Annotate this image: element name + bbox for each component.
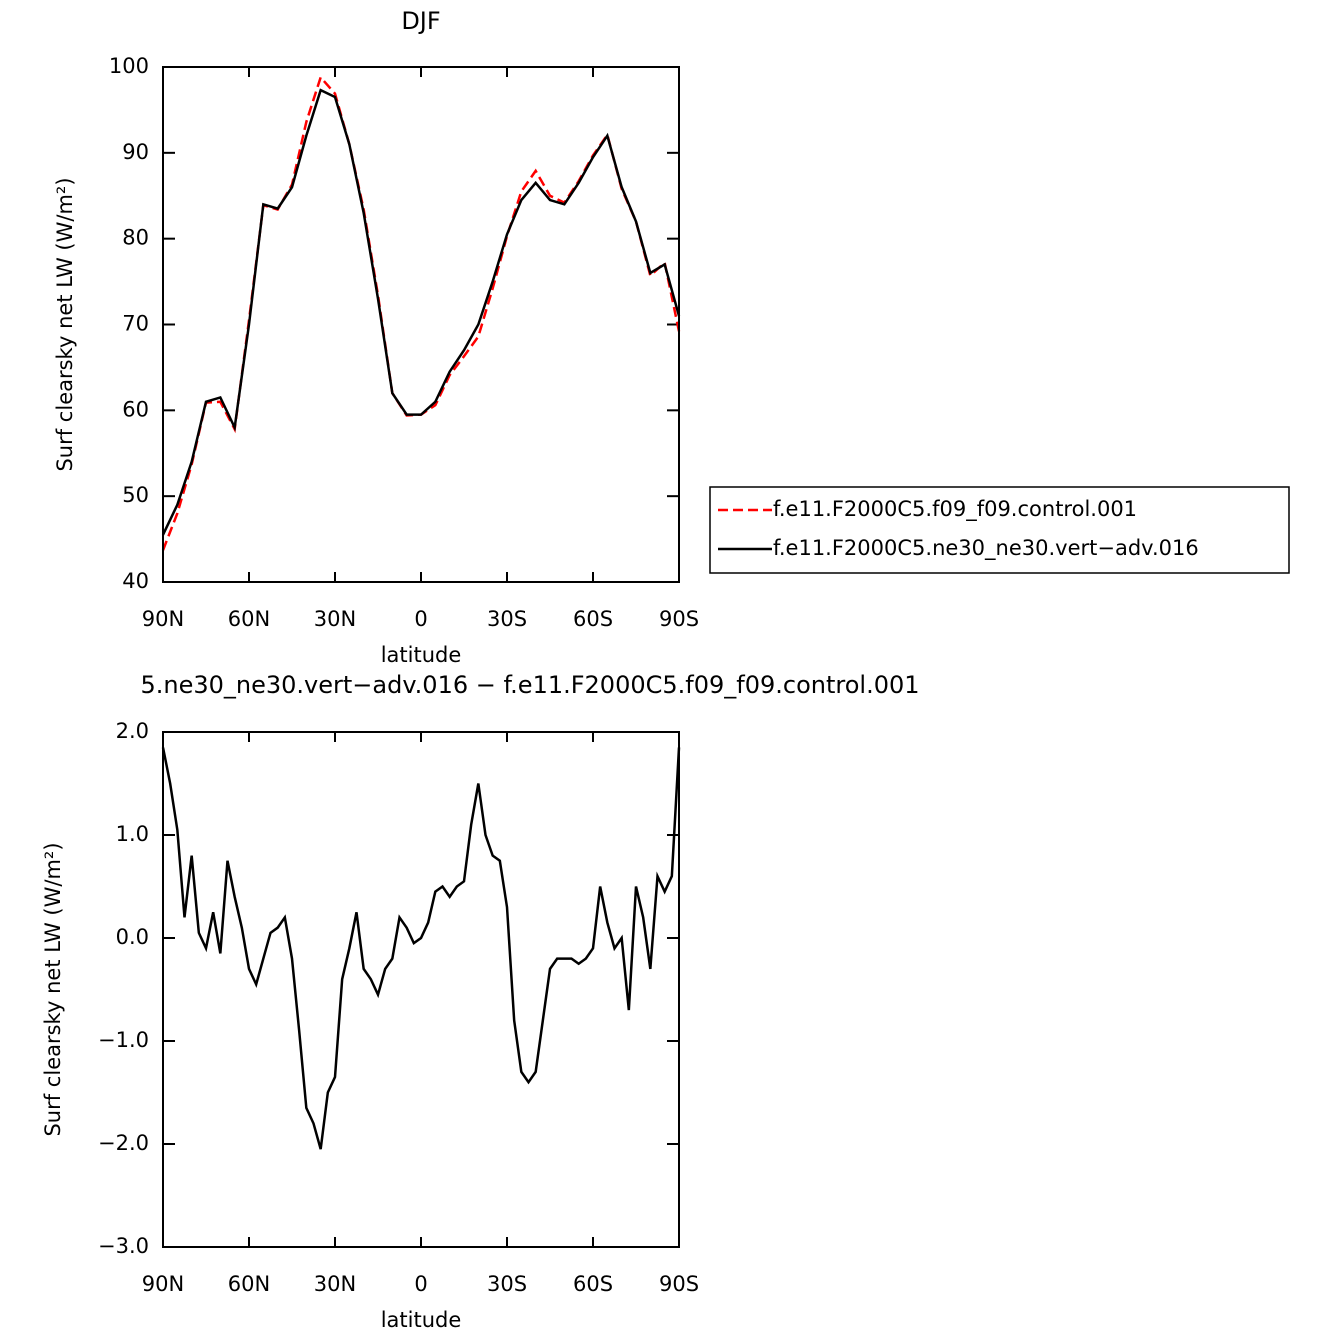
y-tick-label: −2.0 [98,1131,149,1155]
chart-title: 5.ne30_ne30.vert−adv.016 − f.e11.F2000C5… [140,671,919,699]
legend-label: f.e11.F2000C5.f09_f09.control.001 [773,497,1137,522]
x-tick-label: 90N [142,607,184,631]
x-axis-label: latitude [381,1308,462,1332]
x-tick-label: 90N [142,1272,184,1296]
y-tick-label: 50 [122,483,149,507]
plot-frame [162,66,680,583]
x-tick-label: 0 [414,1272,427,1296]
data-line [161,74,681,551]
y-tick-label: 2.0 [116,719,149,743]
chart-title: DJF [401,7,440,35]
y-axis-label: Surf clearsky net LW (W/m²) [41,842,65,1136]
x-tick-label: 60N [228,607,270,631]
x-tick-label: 60N [228,1272,270,1296]
x-tick-label: 0 [414,607,427,631]
x-tick-label: 30N [314,1272,356,1296]
y-tick-label: 0.0 [116,925,149,949]
y-tick-label: 40 [122,569,149,593]
x-tick-label: 60S [573,1272,613,1296]
y-tick-label: 100 [109,54,149,78]
y-axis-label: Surf clearsky net LW (W/m²) [53,177,77,471]
y-tick-label: −1.0 [98,1028,149,1052]
data-line [161,88,681,536]
x-tick-label: 90S [659,1272,699,1296]
data-line [161,747,681,1150]
legend-label: f.e11.F2000C5.ne30_ne30.vert−adv.016 [773,536,1199,561]
x-tick-label: 30N [314,607,356,631]
x-tick-label: 60S [573,607,613,631]
y-tick-label: 1.0 [116,822,149,846]
x-axis-label: latitude [381,643,462,667]
y-tick-label: 70 [122,312,149,336]
x-tick-label: 90S [659,607,699,631]
y-tick-label: 60 [122,397,149,421]
y-tick-label: −3.0 [98,1234,149,1258]
x-tick-label: 30S [487,607,527,631]
x-tick-label: 30S [487,1272,527,1296]
plot-frame [162,731,680,1248]
y-tick-label: 90 [122,140,149,164]
legend-box [709,486,1290,574]
y-tick-label: 80 [122,226,149,250]
